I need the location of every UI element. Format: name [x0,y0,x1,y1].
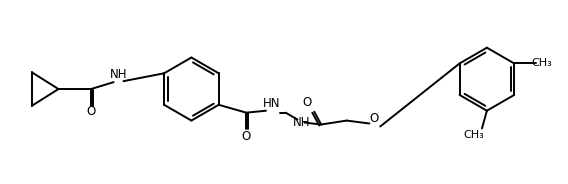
Text: O: O [86,105,95,118]
Text: NH: NH [110,68,127,81]
Text: CH₃: CH₃ [532,59,552,68]
Text: O: O [370,112,379,125]
Text: CH₃: CH₃ [463,130,485,140]
Text: O: O [303,96,312,109]
Text: NH: NH [293,116,310,129]
Text: O: O [241,130,251,143]
Text: HN: HN [263,97,281,110]
